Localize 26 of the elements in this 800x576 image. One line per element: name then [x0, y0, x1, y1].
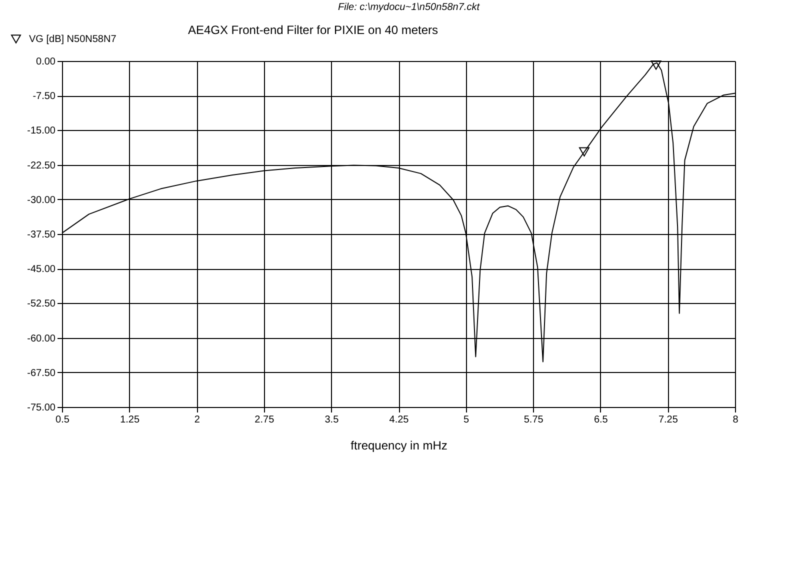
x-axis-title: ftrequency in mHz [350, 438, 448, 452]
y-tick-label: -45.00 [27, 264, 56, 276]
y-tick-label: -7.50 [32, 91, 56, 102]
y-tick-label: -67.50 [27, 368, 56, 379]
x-tick-label: 6.5 [594, 414, 608, 426]
legend-label: VG [dB] N50N58N7 [29, 34, 117, 45]
y-tick-label: -22.50 [27, 160, 56, 172]
x-tick-label: 4.25 [389, 414, 410, 426]
text: File: c:\mydocu~1\n50n58n7.ckt [338, 2, 481, 13]
x-tick-label: 1.25 [120, 414, 140, 426]
x-tick-label: 5 [464, 414, 470, 426]
x-tick-label: 5.75 [524, 414, 544, 426]
chart-title: AE4GX Front-end Filter for PIXIE on 40 meters [188, 23, 438, 37]
y-tick-label: -37.50 [27, 230, 56, 240]
y-tick-label: -75.00 [27, 402, 56, 414]
y-tick-label: -15.00 [27, 126, 56, 137]
x-tick-label: 7.25 [658, 414, 678, 426]
y-tick-label: -30.00 [27, 194, 56, 206]
x-tick-label: 2.75 [254, 414, 275, 426]
x-tick-label: 3.5 [324, 414, 340, 426]
y-tick-label: -60.00 [27, 333, 56, 344]
x-tick-label: 8 [732, 414, 739, 426]
x-tick-label: 0.5 [56, 414, 70, 426]
x-tick-label: 2 [194, 414, 200, 426]
y-tick-label: 0.00 [36, 56, 56, 68]
y-tick-label: -52.50 [27, 298, 56, 310]
